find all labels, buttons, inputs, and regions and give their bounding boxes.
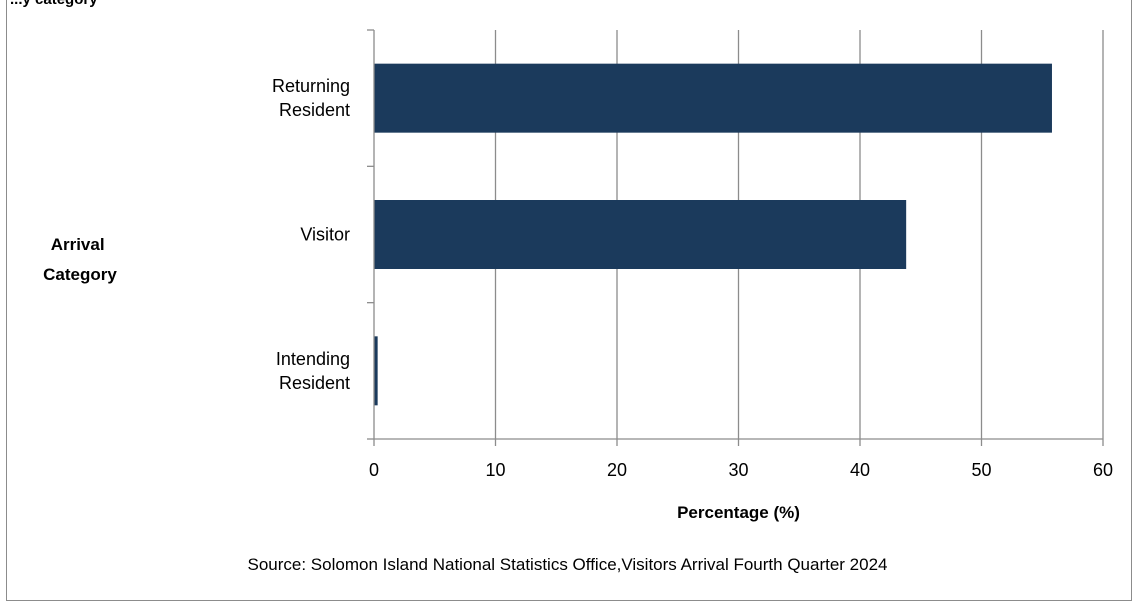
bar [374, 336, 378, 406]
x-tick-label: 30 [728, 460, 748, 480]
x-tick-labels: 0 10 20 30 40 50 60 [369, 460, 1113, 480]
chart-title-partial: ...y category [10, 0, 98, 8]
bar [374, 63, 1052, 133]
bars [374, 63, 1052, 406]
x-tick-label: 0 [369, 460, 379, 480]
category-label-line: Resident [279, 100, 350, 120]
x-tick-label: 40 [850, 460, 870, 480]
y-axis-title-line-2: Category [43, 265, 117, 284]
category-label-line: Returning [272, 76, 350, 96]
y-axis-title: Arrival Category [43, 235, 117, 284]
bar-chart: 0 10 20 30 40 50 60 Returning Resident Visitor In… [43, 29, 1113, 522]
category-label: Intending Resident [276, 349, 350, 393]
y-axis-title-line-1: Arrival [51, 235, 105, 254]
x-tick-label: 20 [607, 460, 627, 480]
axes [367, 29, 1104, 446]
x-tick-label: 60 [1093, 460, 1113, 480]
bar [374, 200, 907, 269]
x-axis-title: Percentage (%) [677, 503, 800, 522]
category-label-line: Visitor [300, 225, 350, 245]
source-note: Source: Solomon Island National Statisti… [247, 555, 888, 574]
category-label: Visitor [300, 225, 350, 245]
x-tick-label: 10 [485, 460, 505, 480]
category-label-line: Intending [276, 349, 350, 369]
category-label-line: Resident [279, 373, 350, 393]
x-tick-label: 50 [971, 460, 991, 480]
category-labels: Returning Resident Visitor Intending Residen… [272, 76, 350, 393]
category-label: Returning Resident [272, 76, 350, 120]
